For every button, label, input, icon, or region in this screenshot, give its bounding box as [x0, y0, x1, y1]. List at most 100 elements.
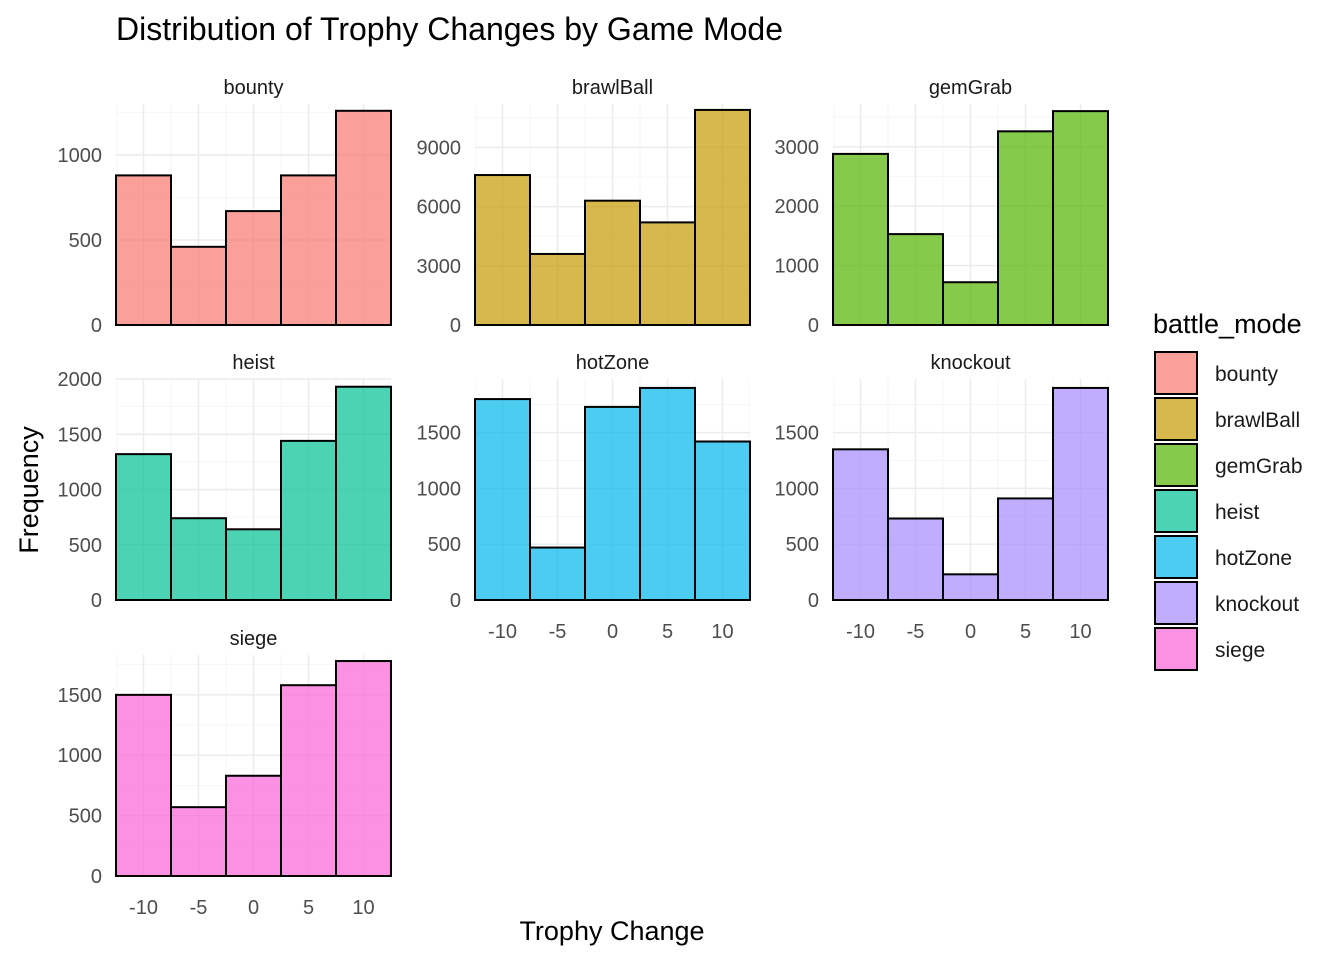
histogram-bar — [115, 174, 172, 326]
x-tick-label: 0 — [607, 621, 618, 643]
legend-swatch — [1154, 443, 1198, 487]
panel-strip-label: gemGrab — [929, 77, 1012, 99]
y-tick-label: 1500 — [58, 685, 103, 707]
histogram-bar — [997, 497, 1054, 601]
histogram-bar — [115, 693, 172, 878]
chart-title: Distribution of Trophy Changes by Game M… — [116, 11, 783, 47]
histogram-bar — [942, 281, 999, 326]
histogram-bar — [584, 405, 641, 602]
legend-title: battle_mode — [1153, 309, 1302, 339]
legend-item-knockout: knockout — [1154, 581, 1299, 625]
x-tick-label: 10 — [352, 897, 374, 919]
legend-label: bounty — [1215, 363, 1279, 386]
panel-brawlBall: brawlBall 0 3000 6000 9000 — [417, 77, 751, 337]
y-tick-label: 0 — [91, 315, 102, 337]
y-tick-label: 1000 — [58, 745, 103, 767]
panel-strip-label: hotZone — [576, 352, 649, 374]
legend-label: siege — [1215, 639, 1265, 662]
histogram-bar — [832, 448, 889, 601]
histogram-bar — [639, 386, 696, 601]
x-tick-label: 5 — [662, 621, 673, 643]
legend-swatch — [1154, 397, 1198, 441]
y-tick-label: 500 — [428, 534, 461, 556]
histogram-bar — [280, 684, 337, 878]
histogram-bar — [335, 385, 392, 601]
x-tick-label: -5 — [190, 897, 208, 919]
panel-strip-label: bounty — [223, 77, 283, 99]
histogram-bar — [280, 174, 337, 326]
x-tick-label: 0 — [248, 897, 259, 919]
legend-label: heist — [1215, 501, 1260, 524]
legend-item-siege: siege — [1154, 627, 1265, 671]
legend-swatch — [1154, 351, 1198, 395]
legend-swatch — [1154, 581, 1198, 625]
legend-item-gemGrab: gemGrab — [1154, 443, 1303, 487]
histogram-bar — [170, 245, 227, 326]
y-tick-label: 0 — [91, 590, 102, 612]
y-axis-title: Frequency — [14, 426, 44, 554]
histogram-bar — [474, 174, 531, 326]
panel-strip-label: brawlBall — [572, 77, 653, 99]
y-tick-label: 3000 — [775, 137, 820, 159]
y-tick-label: 500 — [69, 230, 102, 252]
legend-swatch — [1154, 489, 1198, 533]
histogram-bar — [584, 199, 641, 326]
legend-item-heist: heist — [1154, 489, 1260, 533]
panels-layer: bounty05001000brawlBall0300060009000gemG… — [58, 77, 1109, 919]
histogram-bar — [529, 252, 586, 326]
histogram-bar — [997, 130, 1054, 326]
x-tick-label: -5 — [907, 621, 925, 643]
y-tick-label: 500 — [69, 535, 102, 557]
panel-heist: heist 0 500 1000 1500 2000 — [58, 352, 392, 612]
y-tick-label: 0 — [450, 590, 461, 612]
legend-label: hotZone — [1215, 547, 1292, 570]
y-tick-label: 0 — [91, 866, 102, 888]
x-axis-title: Trophy Change — [519, 916, 704, 946]
y-tick-label: 1500 — [58, 424, 103, 446]
legend-item-bounty: bounty — [1154, 351, 1279, 395]
y-tick-label: 1000 — [775, 256, 820, 278]
histogram-bar — [280, 439, 337, 601]
legend-label: gemGrab — [1215, 455, 1303, 478]
histogram-bar — [694, 440, 751, 601]
legend-swatch — [1154, 535, 1198, 579]
histogram-bar — [1052, 110, 1109, 327]
histogram-bar — [170, 806, 227, 878]
y-tick-label: 2000 — [58, 369, 103, 391]
histogram-bar — [832, 152, 889, 326]
histogram-bar — [474, 398, 531, 601]
x-tick-label: 10 — [1069, 621, 1091, 643]
histogram-bar — [335, 660, 392, 878]
x-tick-label: -10 — [846, 621, 875, 643]
x-tick-label: 10 — [711, 621, 733, 643]
panel-siege: siege 0 500 1000 1500 -10 -5 0 5 10 — [58, 628, 392, 919]
histogram-bar — [942, 573, 999, 602]
x-tick-label: -10 — [488, 621, 517, 643]
y-tick-label: 1500 — [417, 423, 462, 445]
legend-item-brawlBall: brawlBall — [1154, 397, 1300, 441]
x-tick-label: -10 — [129, 897, 158, 919]
legend: battle_mode bounty brawlBall gemGrab heist h… — [1153, 309, 1303, 671]
legend-swatch — [1154, 627, 1198, 671]
y-tick-label: 6000 — [417, 197, 462, 219]
y-tick-label: 500 — [69, 806, 102, 828]
panel-knockout: knockout 0 500 1000 1500 -10 -5 0 5 10 — [775, 352, 1109, 643]
legend-label: brawlBall — [1215, 409, 1300, 432]
histogram-bar — [694, 108, 751, 326]
histogram-bar — [639, 221, 696, 326]
legend-label: knockout — [1215, 593, 1299, 616]
panel-bounty: bounty 0 500 1000 — [58, 77, 392, 337]
y-tick-label: 1000 — [58, 145, 103, 167]
histogram-bar — [529, 546, 586, 601]
y-tick-label: 0 — [808, 315, 819, 337]
histogram-bar — [170, 517, 227, 601]
x-tick-label: 0 — [965, 621, 976, 643]
y-tick-label: 0 — [808, 590, 819, 612]
x-tick-label: 5 — [1020, 621, 1031, 643]
y-tick-label: 1500 — [775, 423, 820, 445]
panel-strip-label: heist — [232, 352, 275, 374]
y-tick-label: 500 — [786, 534, 819, 556]
panel-hotZone: hotZone 0 500 1000 1500 -10 -5 0 5 10 — [417, 352, 751, 643]
x-tick-label: -5 — [549, 621, 567, 643]
